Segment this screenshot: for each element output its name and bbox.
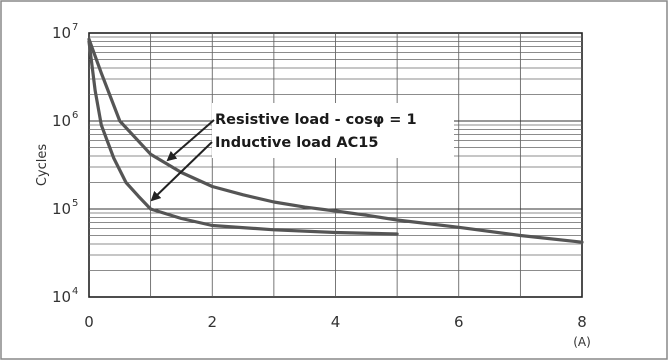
y-axis-label: Cycles [35, 144, 50, 187]
series-line-1 [87, 37, 584, 244]
x-axis-unit-label: (A) [573, 335, 591, 349]
annotation-resistive-load: Resistive load - cosφ = 1 [215, 112, 417, 128]
x-tick-label: 4 [331, 313, 341, 331]
arrow-to-inductive-curve [150, 141, 213, 202]
arrow-to-resistive-curve [166, 119, 215, 162]
x-tick-label: 2 [207, 313, 217, 331]
y-tick-exponent: 5 [72, 198, 78, 209]
x-tick-label: 8 [577, 313, 587, 331]
y-tick-label: 10 [52, 112, 71, 130]
x-tick-label: 0 [84, 313, 94, 331]
x-tick-labels: 0 2 4 6 8 [84, 313, 587, 331]
y-tick-exponent: 4 [72, 286, 78, 297]
series-line-2 [87, 39, 399, 236]
y-tick-exponent: 7 [72, 22, 78, 33]
y-tick-exponent: 6 [72, 110, 78, 121]
annotation-inductive-load: Inductive load AC15 [215, 135, 378, 151]
y-tick-label: 10 [52, 24, 71, 42]
annotation-box [212, 103, 454, 158]
y-tick-label: 10 [52, 288, 71, 306]
grid [89, 33, 582, 297]
y-tick-label: 10 [52, 200, 71, 218]
series-group [87, 37, 584, 244]
x-tick-label: 6 [454, 313, 464, 331]
